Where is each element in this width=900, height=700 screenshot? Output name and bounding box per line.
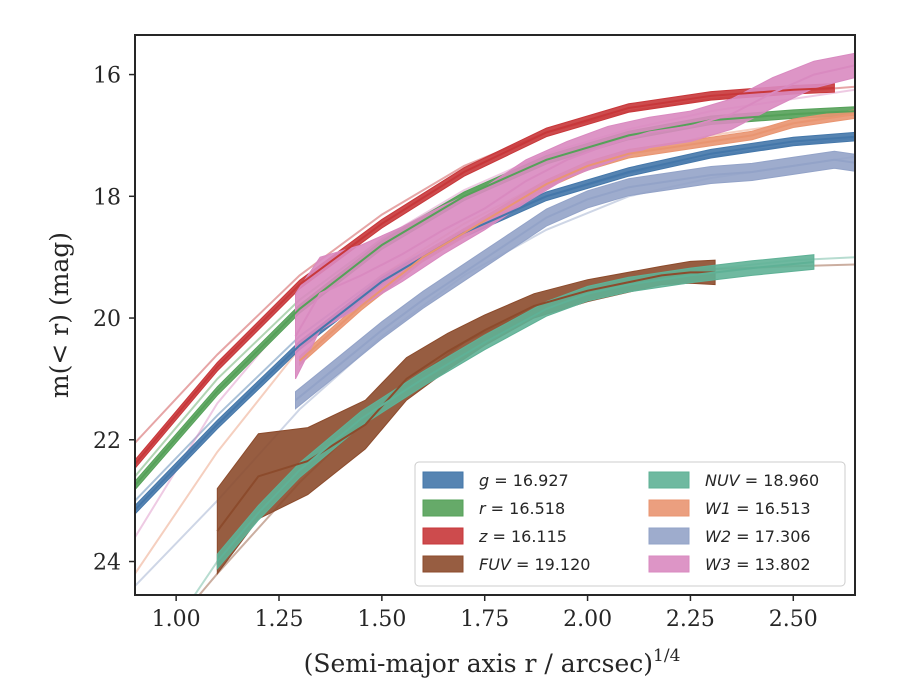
fuv-legend-label: FUV = 19.120 [479, 555, 590, 574]
w3-legend-value: = 13.802 [731, 555, 811, 574]
w2-legend-symbol: W2 [705, 527, 731, 546]
z-legend-swatch [422, 527, 464, 545]
g-legend-symbol: g [479, 471, 489, 490]
r-legend-label: r = 16.518 [479, 499, 565, 518]
g-legend-label: g = 16.927 [479, 471, 569, 490]
w1-legend-symbol: W1 [705, 499, 731, 518]
y-axis: 16 18 20 22 24 [93, 64, 135, 576]
y-tick-label: 24 [93, 551, 121, 576]
z-legend-label: z = 16.115 [478, 527, 567, 546]
r-line [135, 110, 855, 487]
y-axis-label: m(< r) (mag) [45, 232, 74, 398]
g-legend-value: = 16.927 [489, 471, 569, 490]
y-tick-label: 16 [93, 64, 121, 89]
x-tick-label: 1.25 [255, 607, 304, 632]
w2-legend-swatch [648, 527, 690, 545]
x-axis-label: (Semi-major axis r / arcsec)1/4 [304, 646, 681, 678]
series-lines [135, 64, 855, 563]
w1-legend-swatch [648, 499, 690, 517]
x-tick-label: 1.75 [460, 607, 509, 632]
z-line [135, 87, 835, 465]
g-legend-swatch [422, 471, 464, 489]
g-line [135, 135, 855, 511]
plot-frame [134, 34, 856, 596]
x-tick-label: 1.50 [357, 607, 406, 632]
nuv-legend-label: NUV = 18.960 [705, 471, 819, 490]
nuv-line [216, 261, 814, 563]
x-tick-label: 2.50 [769, 607, 818, 632]
y-tick-label: 18 [93, 185, 121, 210]
r-legend-swatch [422, 499, 464, 517]
w3-legend-swatch [648, 555, 690, 573]
fuv-legend-symbol: FUV [479, 555, 512, 574]
x-tick-label: 1.00 [152, 607, 201, 632]
w3-legend-label: W3 = 13.802 [705, 555, 811, 574]
w2-legend-label: W2 = 17.306 [705, 527, 811, 546]
fuv-legend-value: = 19.120 [511, 555, 591, 574]
fuv-band [216, 259, 716, 576]
fuv-legend-swatch [422, 555, 464, 573]
w3-legend-symbol: W3 [705, 555, 731, 574]
z-legend-symbol: z [478, 527, 488, 546]
y-tick-label: 22 [93, 429, 121, 454]
r-legend-symbol: r [479, 499, 487, 518]
w1-legend-value: = 16.513 [731, 499, 811, 518]
w2-legend-value: = 17.306 [731, 527, 811, 546]
x-axis-label-exponent: 1/4 [653, 646, 680, 666]
fuv-line [216, 271, 716, 532]
x-tick-label: 2.25 [666, 607, 715, 632]
x-tick-label: 2.00 [563, 607, 612, 632]
nuv-legend-swatch [648, 471, 690, 489]
w2-band [295, 150, 855, 410]
z-legend-value: = 16.115 [487, 527, 567, 546]
y-tick-label: 20 [93, 307, 121, 332]
w1-legend-label: W1 = 16.513 [705, 499, 811, 518]
r-legend-value: = 16.518 [486, 499, 566, 518]
nuv-legend-symbol: NUV [705, 471, 741, 490]
w2-line [294, 158, 855, 401]
w1-line [298, 113, 855, 362]
nuv-legend-value: = 18.960 [740, 471, 820, 490]
nuv-band [216, 254, 815, 571]
legend-frame [414, 461, 846, 587]
w3-line [294, 64, 855, 337]
x-axis: 1.00 1.25 1.50 1.75 2.00 2.25 2.50 [152, 595, 818, 632]
